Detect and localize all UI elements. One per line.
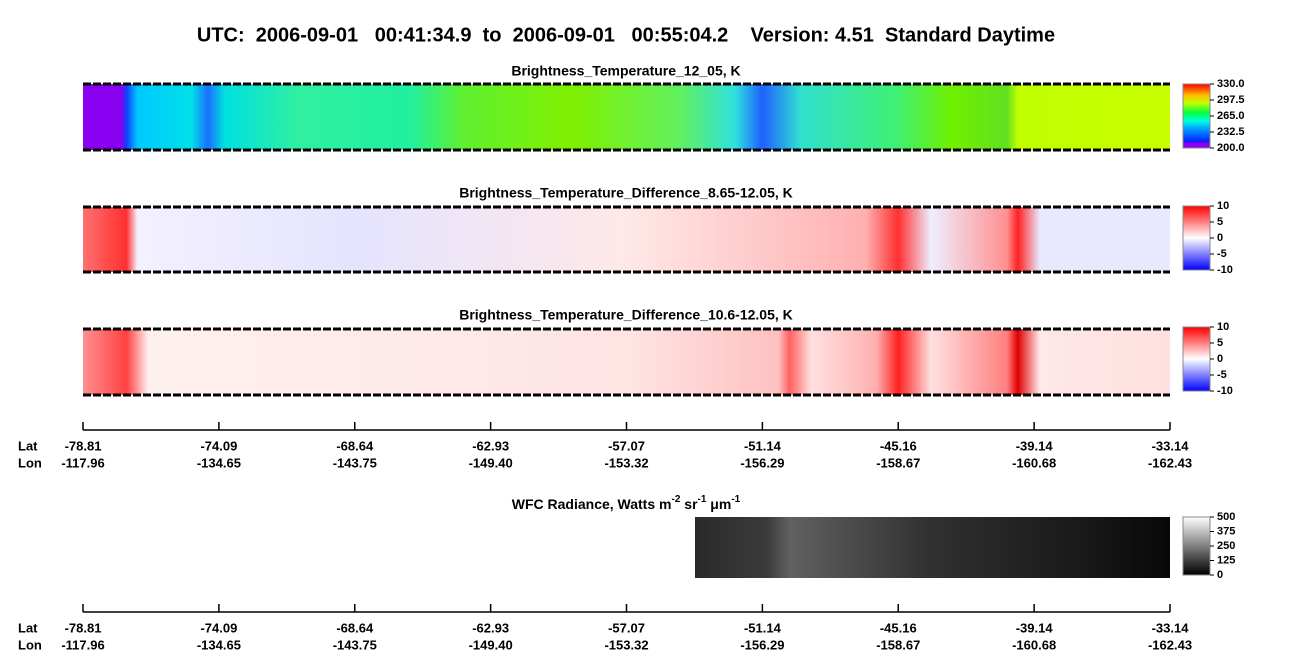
lat-label: -33.14	[1152, 620, 1190, 635]
panel-title: WFC Radiance, Watts m-2 sr-1 μm-1	[512, 494, 741, 512]
lat-label: -74.09	[200, 438, 237, 453]
lat-label: -78.81	[65, 438, 102, 453]
lon-label: -162.43	[1148, 637, 1192, 652]
lat-label: -57.07	[608, 438, 645, 453]
colorbar-label: -10	[1217, 385, 1233, 397]
title-text: sr	[680, 496, 698, 512]
lat-label: -62.93	[472, 620, 509, 635]
lon-label: -160.68	[1012, 637, 1056, 652]
lon-label: -134.65	[197, 455, 241, 470]
lon-label: -143.75	[333, 637, 377, 652]
colorbar-label: 10	[1217, 200, 1229, 212]
lat-label: -39.14	[1016, 620, 1054, 635]
lon-label: -149.40	[469, 455, 513, 470]
superscript: -1	[698, 494, 707, 505]
row-label: Lon	[18, 455, 42, 470]
row-label: Lon	[18, 637, 42, 652]
superscript: -1	[731, 494, 740, 505]
lon-label: -158.67	[876, 455, 920, 470]
lat-label: -33.14	[1152, 438, 1190, 453]
colorbar-label: 232.5	[1217, 126, 1245, 138]
panel-title: Brightness_Temperature_12_05, K	[511, 63, 740, 79]
colorbar-label: -5	[1217, 369, 1227, 381]
panel: Brightness_Temperature_Difference_8.65-1…	[83, 185, 1211, 274]
lat-label: -45.16	[880, 620, 917, 635]
colorbar-label: 10	[1217, 321, 1229, 333]
panel-title: Brightness_Temperature_Difference_8.65-1…	[459, 185, 793, 201]
lat-label: -74.09	[200, 620, 237, 635]
colorbar-label: 5	[1217, 337, 1223, 349]
title-text: μm	[706, 496, 731, 512]
lat-label: -39.14	[1016, 438, 1054, 453]
image-strip	[695, 517, 1170, 578]
colorbar-label: 0	[1217, 353, 1223, 365]
image-strip	[83, 329, 1170, 395]
lat-label: -62.93	[472, 438, 509, 453]
image-strip	[83, 207, 1170, 272]
lat-label: -68.64	[336, 438, 374, 453]
colorbar-label: 0	[1217, 232, 1223, 244]
colorbar	[1182, 516, 1211, 576]
lon-label: -117.96	[61, 455, 104, 470]
panel-title: Brightness_Temperature_Difference_10.6-1…	[459, 307, 793, 323]
lon-label: -158.67	[876, 637, 920, 652]
colorbar-label: -10	[1217, 264, 1233, 276]
page-title: UTC: 2006-09-01 00:41:34.9 to 2006-09-01…	[197, 24, 1055, 46]
lon-label: -153.32	[604, 455, 648, 470]
lon-label: -160.68	[1012, 455, 1056, 470]
panel: Brightness_Temperature_Difference_10.6-1…	[83, 307, 1211, 397]
panel: Brightness_Temperature_12_05, K	[83, 63, 1211, 152]
colorbar-label: 5	[1217, 216, 1223, 228]
lon-label: -143.75	[333, 455, 377, 470]
lat-label: -51.14	[744, 620, 782, 635]
colorbar-label: 250	[1217, 540, 1235, 552]
colorbar-label: -5	[1217, 248, 1227, 260]
row-label: Lat	[18, 438, 38, 453]
lon-label: -149.40	[469, 637, 513, 652]
colorbar-label: 500	[1217, 511, 1235, 523]
colorbar-label: 330.0	[1217, 78, 1245, 90]
image-strip	[83, 84, 1170, 150]
colorbar-label: 297.5	[1217, 94, 1245, 106]
panel: WFC Radiance, Watts m-2 sr-1 μm-1	[512, 494, 1211, 578]
superscript: -2	[671, 494, 680, 505]
lon-label: -156.29	[740, 455, 784, 470]
lat-label: -78.81	[65, 620, 102, 635]
lat-label: -45.16	[880, 438, 917, 453]
colorbar-label: 265.0	[1217, 110, 1245, 122]
colorbar-label: 200.0	[1217, 142, 1245, 154]
colorbar	[1182, 83, 1211, 149]
colorbar-label: 375	[1217, 525, 1235, 537]
colorbar	[1182, 205, 1211, 271]
lon-label: -153.32	[604, 637, 648, 652]
lon-label: -134.65	[197, 637, 241, 652]
lon-label: -156.29	[740, 637, 784, 652]
row-label: Lat	[18, 620, 38, 635]
lon-label: -117.96	[61, 637, 104, 652]
lat-label: -68.64	[336, 620, 374, 635]
lon-label: -162.43	[1148, 455, 1192, 470]
colorbar-label: 0	[1217, 569, 1223, 581]
colorbar	[1182, 326, 1211, 392]
lat-label: -51.14	[744, 438, 782, 453]
title-text: WFC Radiance, Watts m	[512, 496, 672, 512]
colorbar-label: 125	[1217, 554, 1235, 566]
lat-label: -57.07	[608, 620, 645, 635]
